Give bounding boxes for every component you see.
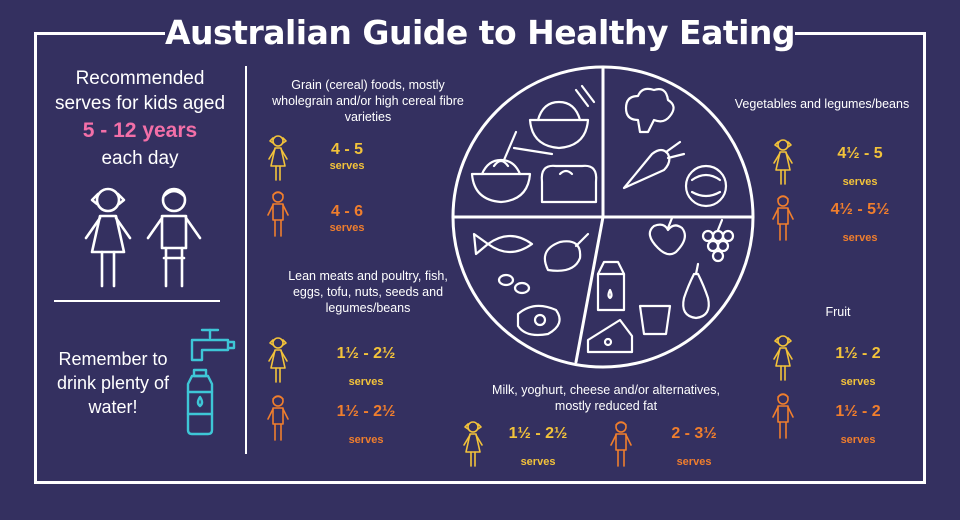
- yoghurt-cup-icon: [638, 304, 672, 336]
- recommended-line-3: each day: [101, 148, 179, 169]
- boy-icon: [610, 421, 632, 467]
- carrot-icon: [622, 140, 686, 190]
- boy-icon: [267, 191, 289, 237]
- title-bar: Australian Guide to Healthy Eating: [165, 10, 796, 56]
- girl-icon: [268, 135, 288, 181]
- page-title: Australian Guide to Healthy Eating: [165, 13, 796, 52]
- boy-icon: [267, 395, 289, 441]
- pear-icon: [682, 262, 710, 320]
- vegetables-girls-serves: 4½ - 5 serves: [837, 145, 883, 188]
- vegetables-boys-serves: 4½ - 5½ serves: [830, 201, 890, 244]
- bread-loaf-icon: [540, 164, 598, 204]
- girl-icon: [268, 337, 288, 383]
- broccoli-icon: [624, 87, 675, 134]
- water-line-2: drink plenty of: [56, 373, 170, 393]
- fish-icon: [472, 232, 534, 256]
- grapes-icon: [701, 218, 735, 263]
- boy-icon: [772, 393, 794, 439]
- fruit-group-title: Fruit: [825, 305, 851, 319]
- cabbage-icon: [684, 164, 728, 208]
- dairy-group-title: Milk, yoghurt, cheese and/or alternative…: [492, 383, 720, 413]
- milk-carton-icon: [596, 260, 626, 312]
- meat-group-title: Lean meats and poultry, fish, eggs, tofu…: [288, 269, 448, 315]
- cheese-icon: [586, 318, 634, 354]
- recommended-text: Recommended serves for kids aged 5 - 12 …: [44, 66, 236, 171]
- water-text: Remember to drink plenty of water!: [48, 347, 178, 419]
- left-divider: [54, 300, 220, 302]
- fruit-boys-serves: 1½ - 2 serves: [835, 403, 881, 446]
- plate-divider-bottom: [574, 215, 605, 364]
- dairy-boys-serves: 2 - 3½ serves: [671, 425, 717, 468]
- fruit-girls-serves: 1½ - 2 serves: [835, 345, 881, 388]
- water-line-3: water!: [88, 397, 138, 417]
- boy-icon: [772, 195, 794, 241]
- grain-group-title: Grain (cereal) foods, mostly wholegrain …: [272, 78, 464, 124]
- recommended-line-1: Recommended: [75, 68, 205, 89]
- steak-icon: [516, 304, 561, 337]
- grain-girls-serves: 4 - 5 serves: [329, 141, 365, 172]
- vegetables-group-title: Vegetables and legumes/beans: [734, 97, 910, 111]
- kids-outline-icon: [84, 187, 202, 288]
- dairy-girls-serves: 1½ - 2½ serves: [508, 425, 568, 468]
- chicken-drumstick-icon: [543, 232, 590, 272]
- meat-girls-serves: 1½ - 2½ serves: [336, 345, 396, 388]
- girl-icon: [773, 335, 793, 381]
- recommended-line-2: serves for kids aged: [54, 93, 226, 114]
- food-plate-icon: [451, 65, 755, 369]
- vertical-divider: [245, 66, 247, 454]
- age-range: 5 - 12 years: [82, 119, 198, 142]
- water-bottle-icon: [186, 368, 214, 436]
- apple-icon: [648, 216, 687, 256]
- girl-icon: [463, 421, 483, 467]
- grain-boys-serves: 4 - 6 serves: [329, 203, 365, 234]
- girl-icon: [773, 139, 793, 185]
- rice-bowl-icon: [528, 84, 596, 150]
- beans-icon: [497, 273, 531, 295]
- meat-boys-serves: 1½ - 2½ serves: [336, 403, 396, 446]
- water-line-1: Remember to: [58, 349, 168, 369]
- pasta-bowl-icon: [470, 130, 554, 204]
- tap-icon: [190, 328, 236, 362]
